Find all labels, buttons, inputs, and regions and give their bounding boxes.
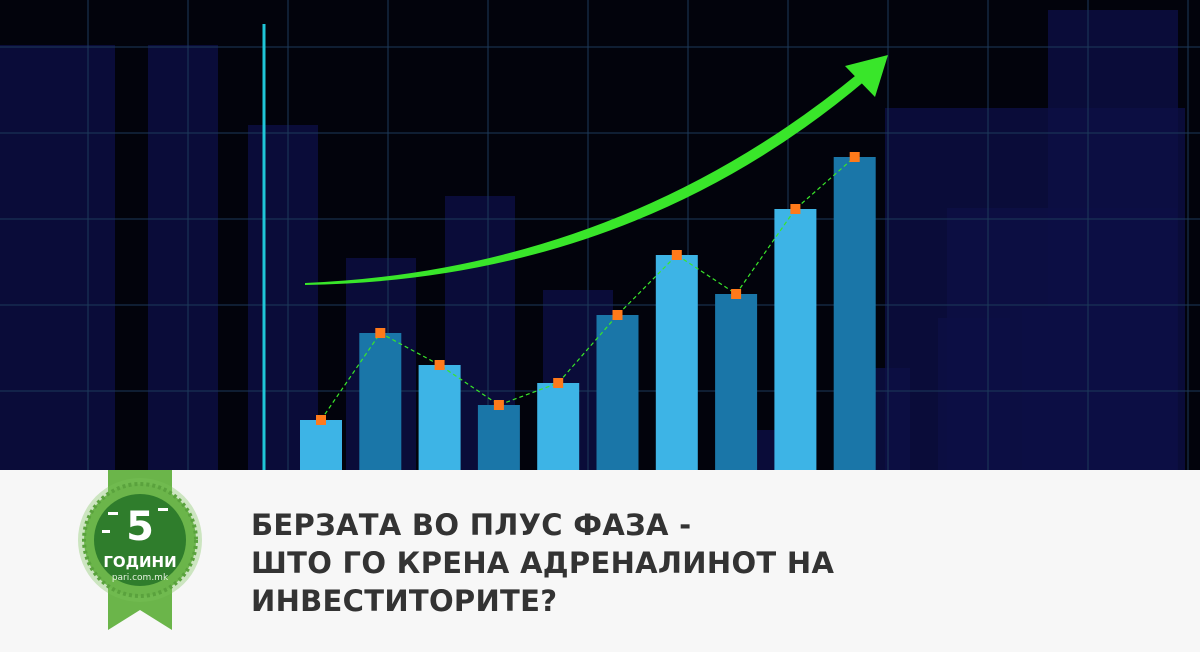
data-marker [731,289,742,299]
data-marker [671,250,682,260]
growth-chart-illustration [0,0,1200,470]
background-bar [148,45,218,470]
data-marker [375,328,386,338]
hero-illustration [0,0,1200,470]
arrow-head-icon [845,55,888,97]
background-bar [938,318,1010,470]
article-footer: 5 ГОДИНИ pari.com.mk БЕРЗАТА ВО ПЛУС ФАЗ… [0,470,1200,652]
background-bar [1040,450,1110,470]
badge-ribbon-icon: 5 [78,470,202,630]
bar [596,315,639,470]
bar [715,294,758,470]
background-bar [0,45,115,470]
bar [359,333,402,470]
bar [418,365,461,470]
headline-line: БЕРЗАТА ВО ПЛУС ФАЗА - [251,508,692,542]
data-marker [790,204,801,214]
data-marker [316,415,326,425]
bar [833,157,876,470]
headline-line: ШТО ГО КРЕНА АДРЕНАЛИНОТ НА [251,546,835,580]
headline: БЕРЗАТА ВО ПЛУС ФАЗА - ШТО ГО КРЕНА АДРЕ… [251,506,834,620]
data-marker [493,400,504,410]
data-marker [434,360,445,370]
badge-site: pari.com.mk [111,573,169,583]
trend-line [320,156,856,421]
bar [537,383,580,470]
bar [477,405,520,470]
background-bar [1022,308,1102,470]
bar [655,255,698,470]
badge-label: ГОДИНИ [103,553,177,571]
bar [300,420,342,470]
anniversary-badge: 5 ГОДИНИ pari.com.mk [72,470,208,634]
headline-line: ИНВЕСТИТОРИТЕ? [251,584,558,618]
data-marker [612,310,623,320]
svg-text:5: 5 [126,504,154,550]
data-marker [553,378,564,388]
data-marker [849,152,860,162]
bar [774,209,817,470]
background-bar [248,125,318,470]
